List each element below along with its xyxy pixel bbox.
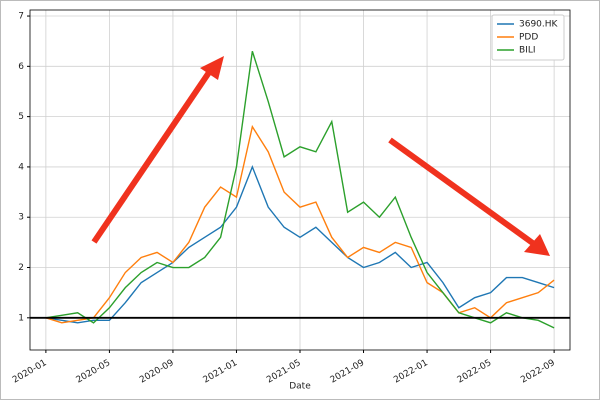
series-line — [45, 124, 555, 324]
series-line — [45, 165, 555, 324]
legend-label: PDD — [519, 33, 538, 43]
y-tick-label: 7 — [18, 12, 24, 22]
axes-frame — [29, 9, 571, 351]
legend-label: 3690.HK — [519, 20, 559, 30]
y-tick-label: 1 — [18, 313, 24, 323]
arrow-down — [388, 137, 536, 247]
x-axis-label: Date — [289, 382, 311, 392]
y-tick-label: 5 — [18, 112, 24, 122]
legend-label: BILI — [519, 46, 536, 56]
y-tick-label: 4 — [18, 162, 24, 172]
series-line — [45, 51, 555, 329]
legend: 3690.HK PDD BILI — [491, 14, 565, 61]
arrow-head — [524, 234, 550, 256]
arrow-head — [200, 56, 224, 80]
legend-box — [491, 14, 565, 61]
y-tick-label: 6 — [18, 62, 24, 72]
y-tick-label: 2 — [18, 263, 24, 273]
annotation-arrows — [91, 56, 550, 256]
y-tick-label: 3 — [18, 213, 24, 223]
arrow-up — [91, 66, 215, 244]
